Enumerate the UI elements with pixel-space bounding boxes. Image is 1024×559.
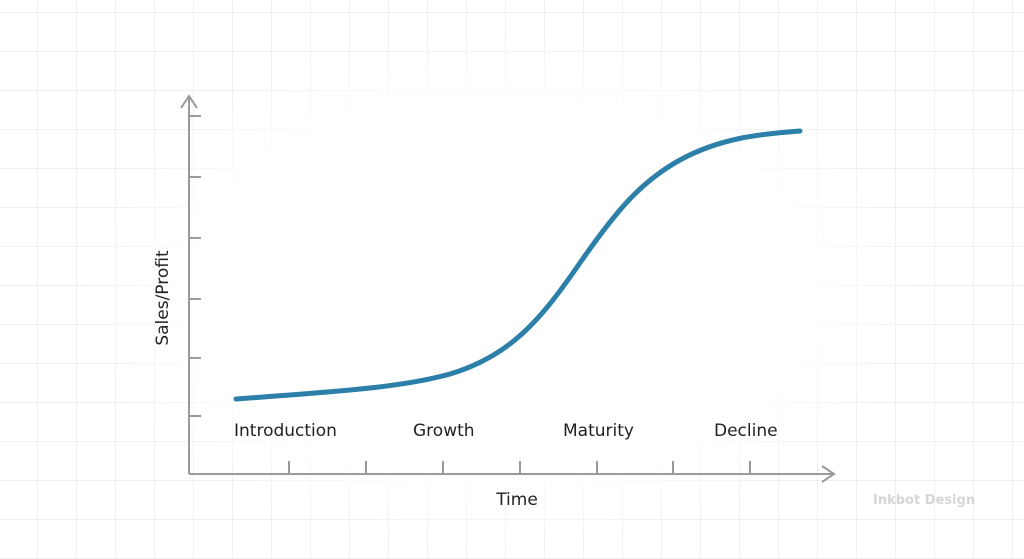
- stage-label-growth: Growth: [413, 421, 475, 441]
- stage-label-decline: Decline: [714, 421, 778, 441]
- sales-curve: [233, 128, 803, 402]
- watermark: Inkbot Design: [873, 493, 976, 508]
- x-axis-label: Time: [496, 490, 538, 510]
- y-axis-label: Sales/Profit: [153, 250, 173, 346]
- stage-label-introduction: Introduction: [234, 421, 337, 441]
- y-axis: [180, 94, 201, 474]
- x-axis: [189, 461, 836, 483]
- stage-label-maturity: Maturity: [563, 421, 634, 441]
